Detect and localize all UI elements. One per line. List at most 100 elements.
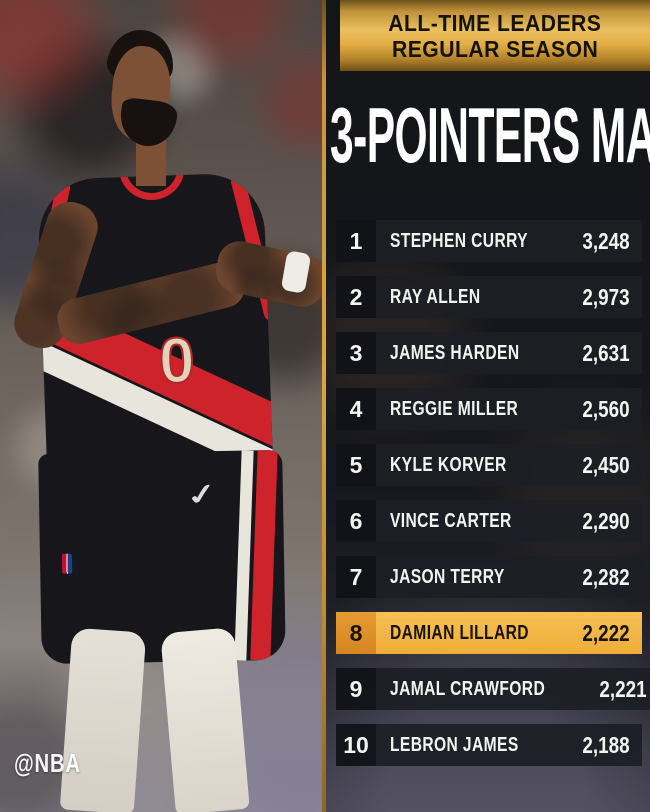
rank-number: 10 [343,731,369,758]
player-value-text: 2,221 [599,675,647,702]
page-title: 3-POINTERS MADE [330,96,650,174]
player-value-text: 2,973 [582,283,630,310]
player-name: JASON TERRY [390,566,537,589]
rank-cell: 3 [336,332,376,374]
rank-cell: 10 [336,724,376,766]
player-name-text: JAMAL CRAWFORD [390,677,546,700]
rank-number: 6 [349,507,363,534]
player-name-text: KYLE KORVER [390,453,507,476]
row-body: RAY ALLEN 2,973 [376,276,642,318]
row-body: KYLE KORVER 2,450 [376,444,642,486]
row-body: STEPHEN CURRY 3,248 [376,220,642,262]
player-value-text: 3,248 [582,227,630,254]
player-value-text: 2,450 [582,451,630,478]
rank-number: 7 [349,563,363,590]
leaderboard-row-2: 2 RAY ALLEN 2,973 [336,276,642,318]
player-value: 2,973 [572,284,630,311]
rank-cell: 6 [336,500,376,542]
player-name-text: LEBRON JAMES [390,733,519,756]
player-name: LEBRON JAMES [390,734,555,757]
rank-number: 3 [349,339,363,366]
rank-number: 8 [349,619,363,646]
player-neck [136,140,166,186]
rank-number: 4 [349,395,363,422]
player-value-text: 2,282 [582,563,630,590]
leaderboard-row-1: 1 STEPHEN CURRY 3,248 [336,220,642,262]
player-name-text: REGGIE MILLER [390,397,519,420]
rank-cell: 8 [336,612,376,654]
leaderboard-row-6: 6 VINCE CARTER 2,290 [336,500,642,542]
player-value: 3,248 [572,228,630,255]
player-value: 2,450 [572,452,630,479]
row-body: JASON TERRY 2,282 [376,556,642,598]
rank-cell: 7 [336,556,376,598]
nike-swoosh-icon: ✓ [183,476,221,513]
rank-number: 5 [349,451,363,478]
nba-watermark: @NBA [14,748,100,779]
leaderboard-row-9: 9 JAMAL CRAWFORD 2,221 [336,668,650,710]
row-body: REGGIE MILLER 2,560 [376,388,642,430]
leaderboard-rows: 1 STEPHEN CURRY 3,248 2 RAY ALLEN 2,973 … [336,220,650,780]
player-name-text: RAY ALLEN [390,285,481,308]
page-title-text: 3-POINTERS MADE [330,91,650,179]
player-value: 2,560 [572,396,630,423]
player-name-text: VINCE CARTER [390,509,512,532]
player-shorts: ✓ [38,449,286,665]
leaderboard-row-3: 3 JAMES HARDEN 2,631 [336,332,642,374]
player-value-text: 2,560 [582,395,630,422]
player-name-text: DAMIAN LILLARD [390,621,529,644]
player-name-text: JAMES HARDEN [390,341,520,364]
player-name-text: STEPHEN CURRY [390,229,528,252]
player-name: REGGIE MILLER [390,398,554,421]
shorts-stripe-red [250,449,278,661]
row-body: JAMES HARDEN 2,631 [376,332,642,374]
player-value: 2,290 [572,508,630,535]
gold-edge-divider [322,0,326,812]
nba-watermark-text: @NBA [14,748,81,778]
rank-cell: 4 [336,388,376,430]
banner-line-1-text: ALL-TIME LEADERS [388,9,602,36]
leaderboard-row-5: 5 KYLE KORVER 2,450 [336,444,642,486]
player-value-text: 2,222 [582,619,630,646]
player-name-text: JASON TERRY [390,565,505,588]
player-value-text: 2,290 [582,507,630,534]
rank-cell: 2 [336,276,376,318]
rank-number: 2 [349,283,363,310]
player-value: 2,282 [572,564,630,591]
leaderboard-row-7: 7 JASON TERRY 2,282 [336,556,642,598]
leaderboard-row-4: 4 REGGIE MILLER 2,560 [336,388,642,430]
banner-line-1: ALL-TIME LEADERS [379,10,611,36]
player-name: JAMAL CRAWFORD [390,678,589,701]
player-name: RAY ALLEN [390,286,506,309]
leaderboard-row-8-highlighted: 8 DAMIAN LILLARD 2,222 [336,612,642,654]
rank-cell: 1 [336,220,376,262]
player-right-legging [160,627,250,812]
player-value-text: 2,188 [582,731,630,758]
player-value: 2,222 [572,620,630,647]
rank-cell: 5 [336,444,376,486]
player-left-legging [59,627,147,812]
header-banner: ALL-TIME LEADERS REGULAR SEASON [340,0,650,71]
rank-number: 9 [349,675,363,702]
player-name: STEPHEN CURRY [390,230,567,253]
player-name: JAMES HARDEN [390,342,556,365]
rank-number: 1 [349,227,363,254]
player-name: DAMIAN LILLARD [390,622,568,645]
player-value: 2,631 [572,340,630,367]
row-body: VINCE CARTER 2,290 [376,500,642,542]
leaderboard-row-10: 10 LEBRON JAMES 2,188 [336,724,642,766]
banner-line-2: REGULAR SEASON [383,36,607,62]
leaderboard-panel: ALL-TIME LEADERS REGULAR SEASON 3-POINTE… [322,0,650,812]
player-value: 2,188 [572,732,630,759]
row-body: LEBRON JAMES 2,188 [376,724,642,766]
rank-cell: 9 [336,668,376,710]
player-name: KYLE KORVER [390,454,540,477]
row-body: DAMIAN LILLARD 2,222 [376,612,642,654]
banner-line-2-text: REGULAR SEASON [391,35,599,62]
player-name: VINCE CARTER [390,510,546,533]
player-photo: RTLAND 0 ✓ @NBA [0,0,322,812]
nba-logo-patch-icon [61,553,73,574]
player-value: 2,221 [589,675,647,703]
row-body: JAMAL CRAWFORD 2,221 [376,668,650,710]
